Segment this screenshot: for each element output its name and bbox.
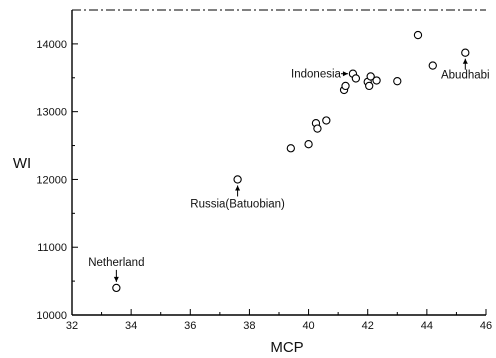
y-tick-label: 13000 xyxy=(36,107,67,119)
x-tick-label: 44 xyxy=(421,320,433,332)
y-tick-label: 11000 xyxy=(37,242,67,254)
x-tick-label: 46 xyxy=(480,320,492,332)
annotation-arrowhead xyxy=(235,185,241,191)
x-tick-label: 32 xyxy=(66,320,78,332)
annotations: Netherland Russia(Batuobian) Indonesia Abud… xyxy=(88,58,490,282)
y-tick-label: 10000 xyxy=(36,310,67,322)
data-point xyxy=(112,283,121,293)
annotation-label: Netherland xyxy=(88,257,144,269)
data-points xyxy=(112,30,470,293)
x-tick-label: 40 xyxy=(302,320,314,332)
annotation-label: Abudhabi xyxy=(441,70,490,82)
data-point xyxy=(428,61,437,70)
x-tick-label: 38 xyxy=(243,320,255,332)
data-point xyxy=(313,124,322,133)
x-axis-label: MCP xyxy=(270,339,303,356)
annotation-arrowhead xyxy=(113,276,119,282)
data-point xyxy=(286,144,295,153)
data-point xyxy=(322,116,331,125)
data-point xyxy=(351,74,361,83)
data-point xyxy=(233,175,242,184)
x-tick-label: 42 xyxy=(362,320,374,332)
ticks: 32 34 36 38 40 42 44 46 10000 11000 12000 13000 1400… xyxy=(36,39,492,332)
data-point xyxy=(304,140,313,149)
annotation-arrowhead xyxy=(462,58,468,64)
y-tick-label: 14000 xyxy=(36,39,67,51)
y-axis-label: WI xyxy=(13,155,31,172)
axes xyxy=(71,9,486,316)
data-point xyxy=(461,48,470,57)
data-point xyxy=(393,77,402,86)
data-point xyxy=(413,30,423,40)
data-point xyxy=(372,76,381,85)
x-tick-label: 36 xyxy=(184,320,196,332)
annotation-label: Russia(Batuobian) xyxy=(190,198,285,210)
data-point xyxy=(341,81,350,91)
data-point xyxy=(365,81,374,91)
x-tick-label: 34 xyxy=(125,320,137,332)
data-point xyxy=(366,72,375,81)
y-tick-label: 12000 xyxy=(36,174,67,186)
annotation-label: Indonesia xyxy=(291,69,341,81)
annotation-arrowhead xyxy=(342,71,348,77)
